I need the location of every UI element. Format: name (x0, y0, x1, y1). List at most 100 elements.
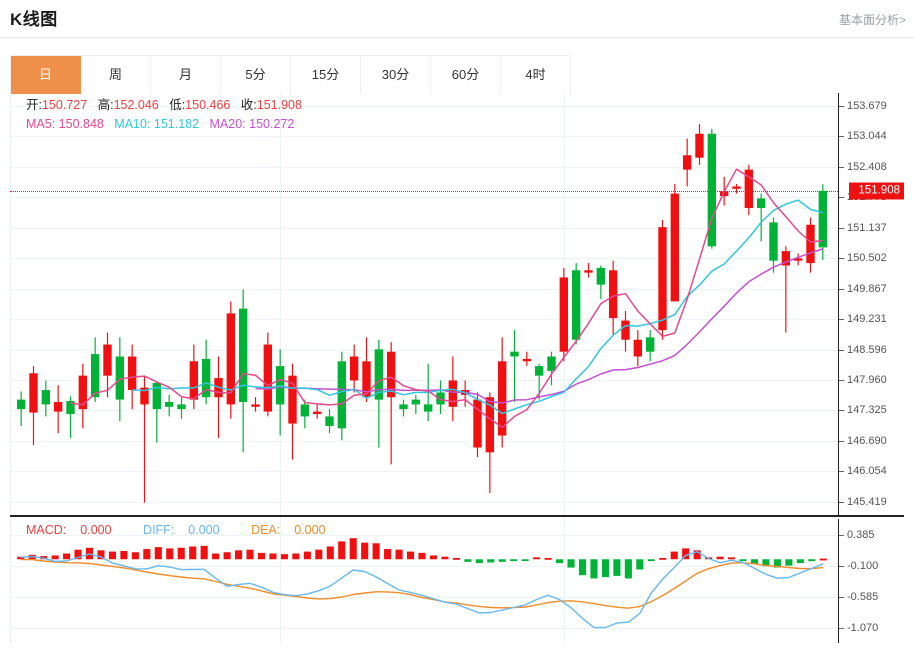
tab-5[interactable]: 30分 (361, 56, 431, 94)
candle (251, 404, 260, 407)
candle (337, 361, 347, 429)
macd-bar (487, 559, 495, 563)
tab-3[interactable]: 5分 (221, 56, 291, 94)
price-gridline (11, 379, 839, 381)
price-axis-tick (839, 440, 844, 442)
candle (769, 222, 778, 261)
candle (399, 404, 408, 410)
macd-bar (326, 546, 334, 560)
price-axis-tick (839, 349, 844, 351)
ma-row: MA5: 150.848 MA10: 151.182 MA20: 150.272 (26, 115, 302, 133)
macd-gridline (11, 627, 839, 629)
candle (164, 402, 174, 407)
macd-bar (452, 557, 460, 560)
candle (596, 267, 606, 285)
macd-bar (223, 552, 231, 560)
tab-7[interactable]: 4时 (501, 56, 571, 94)
macd-bar (280, 554, 288, 560)
page-title: K线图 (10, 10, 58, 29)
macd-bar (74, 549, 82, 560)
macd-bar (521, 559, 529, 562)
macd-bar (773, 559, 781, 568)
price-axis-tick (839, 410, 844, 412)
candle (781, 251, 791, 266)
price-gridline (11, 440, 839, 442)
price-axis-tick (839, 227, 844, 229)
tab-2[interactable]: 月 (151, 56, 221, 94)
candle (436, 392, 445, 405)
candle (534, 366, 544, 376)
macd-panel[interactable]: 0.385 -0.100 -0.585 -1.070 MACD: 0.000 DIFF:… (10, 519, 904, 643)
candle (189, 361, 199, 400)
price-plot-area[interactable] (10, 93, 839, 515)
kline-chart[interactable]: 153.679153.044152.408151.773151.137150.5… (10, 93, 904, 643)
price-axis-tick (839, 471, 844, 473)
candle (707, 133, 717, 247)
macd-axis: 0.385 -0.100 -0.585 -1.070 (838, 519, 904, 643)
macd-bar (97, 550, 105, 560)
candle (608, 270, 618, 319)
price-axis-label: 153.679 (847, 99, 887, 112)
candle (152, 382, 162, 410)
candle (263, 344, 273, 412)
candle (29, 373, 38, 413)
candle (103, 344, 112, 376)
macd-gridline (11, 534, 839, 536)
price-gridline (11, 471, 839, 473)
price-axis-tick (839, 166, 844, 168)
macd-bar (819, 558, 827, 561)
macd-bar (269, 553, 277, 560)
macd-axis-tick (839, 596, 844, 598)
ma5-label: MA5: (26, 117, 56, 131)
candle (547, 356, 556, 371)
candle (386, 351, 396, 398)
macd-bar (257, 552, 266, 560)
tab-1[interactable]: 周 (81, 56, 151, 94)
candle (559, 277, 569, 352)
candle (411, 399, 421, 405)
ma10-label: MA10: (114, 117, 151, 131)
candle (201, 358, 211, 398)
vertical-gridline (280, 519, 282, 643)
macd-legend-macd: MACD: 0.000 (26, 523, 112, 537)
candle (695, 133, 704, 158)
vertical-gridline (280, 93, 282, 515)
ma10-value: 151.182 (153, 117, 200, 131)
macd-bar (636, 559, 644, 570)
candle (510, 351, 519, 357)
candle (793, 258, 803, 261)
price-panel[interactable]: 153.679153.044152.408151.773151.137150.5… (10, 93, 904, 517)
macd-bar (590, 559, 598, 579)
tab-0[interactable]: 日 (11, 56, 81, 94)
candle (374, 349, 384, 400)
macd-bar (441, 556, 449, 560)
macd-plot-area[interactable] (10, 519, 839, 643)
macd-bar (808, 559, 816, 562)
macd-bar (556, 559, 564, 564)
macd-axis-tick (839, 534, 844, 536)
candle (90, 354, 100, 398)
macd-bar (716, 556, 724, 560)
macd-bar (406, 551, 415, 560)
price-gridline (11, 197, 839, 199)
macd-bar (17, 556, 25, 560)
macd-bar (510, 559, 518, 562)
macd-bar (762, 559, 770, 567)
low-value: 150.466 (185, 98, 231, 112)
macd-bar (567, 559, 575, 568)
price-axis-tick (839, 258, 844, 260)
fundamental-analysis-link[interactable]: 基本面分析> (838, 13, 906, 27)
price-gridline (11, 166, 839, 168)
macd-axis-label: -0.585 (847, 590, 879, 603)
macd-bar (739, 559, 747, 562)
ohlc-row: 开:150.727 高:152.046 低:150.466 收:151.908 (26, 96, 302, 114)
macd-bar (544, 557, 552, 560)
tab-4[interactable]: 15分 (291, 56, 361, 94)
macd-bar (498, 559, 506, 562)
tab-6[interactable]: 60分 (431, 56, 501, 94)
macd-legend-dea: DEA: 0.000 (251, 523, 326, 537)
candle (226, 313, 236, 405)
last-price-line (10, 190, 838, 192)
candle (288, 375, 297, 424)
macd-bar (693, 550, 701, 560)
